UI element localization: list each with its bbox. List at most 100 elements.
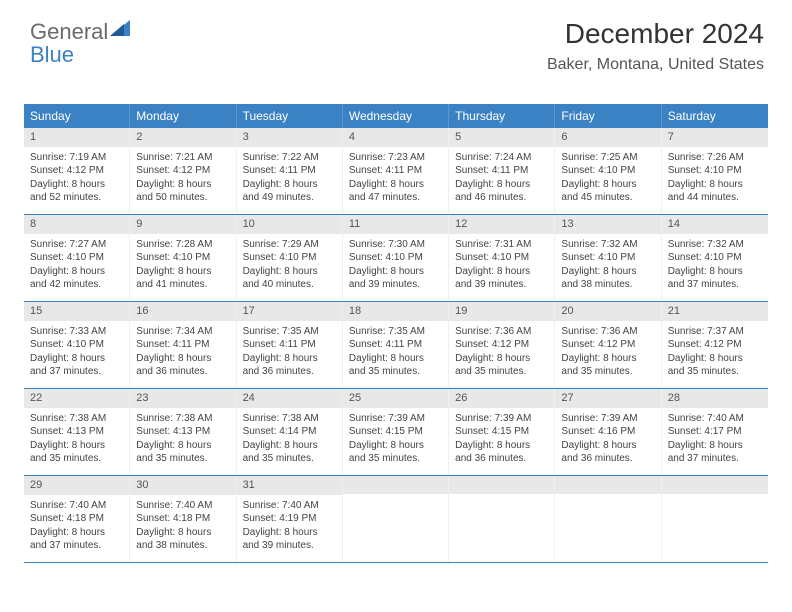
day-number: 15: [24, 302, 129, 321]
day-number: 14: [662, 215, 768, 234]
day-number: 21: [662, 302, 768, 321]
day-number: 20: [555, 302, 660, 321]
calendar-day: 30Sunrise: 7:40 AMSunset: 4:18 PMDayligh…: [130, 476, 236, 562]
day-number: 27: [555, 389, 660, 408]
daylight-text: Daylight: 8 hours: [30, 265, 123, 279]
sunrise-text: Sunrise: 7:40 AM: [30, 499, 123, 513]
day-number: 28: [662, 389, 768, 408]
sunset-text: Sunset: 4:13 PM: [136, 425, 229, 439]
sunset-text: Sunset: 4:15 PM: [455, 425, 548, 439]
calendar-week: 15Sunrise: 7:33 AMSunset: 4:10 PMDayligh…: [24, 302, 768, 389]
calendar-day: 26Sunrise: 7:39 AMSunset: 4:15 PMDayligh…: [449, 389, 555, 475]
sunrise-text: Sunrise: 7:39 AM: [455, 412, 548, 426]
sunset-text: Sunset: 4:19 PM: [243, 512, 336, 526]
daylight-text: Daylight: 8 hours: [668, 265, 762, 279]
sunrise-text: Sunrise: 7:36 AM: [455, 325, 548, 339]
sunrise-text: Sunrise: 7:32 AM: [561, 238, 654, 252]
daylight-text: Daylight: 8 hours: [30, 439, 123, 453]
daylight-text: Daylight: 8 hours: [349, 178, 442, 192]
calendar-week: 8Sunrise: 7:27 AMSunset: 4:10 PMDaylight…: [24, 215, 768, 302]
daylight-text: Daylight: 8 hours: [668, 178, 762, 192]
sunset-text: Sunset: 4:12 PM: [30, 164, 123, 178]
calendar: Sunday Monday Tuesday Wednesday Thursday…: [24, 104, 768, 563]
calendar-day: 28Sunrise: 7:40 AMSunset: 4:17 PMDayligh…: [662, 389, 768, 475]
sunrise-text: Sunrise: 7:36 AM: [561, 325, 654, 339]
daylight-text: and 38 minutes.: [561, 278, 654, 292]
daylight-text: Daylight: 8 hours: [136, 439, 229, 453]
sunrise-text: Sunrise: 7:40 AM: [243, 499, 336, 513]
sunrise-text: Sunrise: 7:38 AM: [30, 412, 123, 426]
day-number: 7: [662, 128, 768, 147]
calendar-day: 1Sunrise: 7:19 AMSunset: 4:12 PMDaylight…: [24, 128, 130, 214]
calendar-week: 1Sunrise: 7:19 AMSunset: 4:12 PMDaylight…: [24, 128, 768, 215]
sunrise-text: Sunrise: 7:33 AM: [30, 325, 123, 339]
sunrise-text: Sunrise: 7:19 AM: [30, 151, 123, 165]
sunset-text: Sunset: 4:14 PM: [243, 425, 336, 439]
day-number: 10: [237, 215, 342, 234]
calendar-day: [555, 476, 661, 562]
daylight-text: and 39 minutes.: [455, 278, 548, 292]
sunrise-text: Sunrise: 7:25 AM: [561, 151, 654, 165]
sunrise-text: Sunrise: 7:28 AM: [136, 238, 229, 252]
day-number: 26: [449, 389, 554, 408]
daylight-text: Daylight: 8 hours: [455, 352, 548, 366]
sunset-text: Sunset: 4:12 PM: [136, 164, 229, 178]
logo-text-blue: Blue: [30, 43, 130, 66]
sunrise-text: Sunrise: 7:39 AM: [349, 412, 442, 426]
calendar-day: [343, 476, 449, 562]
daylight-text: and 39 minutes.: [243, 539, 336, 553]
daylight-text: and 35 minutes.: [349, 365, 442, 379]
daylight-text: and 35 minutes.: [243, 452, 336, 466]
sunrise-text: Sunrise: 7:34 AM: [136, 325, 229, 339]
dow-sunday: Sunday: [24, 104, 130, 128]
daylight-text: and 37 minutes.: [30, 539, 123, 553]
logo: General Blue: [30, 20, 130, 66]
daylight-text: and 49 minutes.: [243, 191, 336, 205]
calendar-day: 21Sunrise: 7:37 AMSunset: 4:12 PMDayligh…: [662, 302, 768, 388]
calendar-day: [449, 476, 555, 562]
day-number: 1: [24, 128, 129, 147]
day-number: 31: [237, 476, 342, 495]
daylight-text: Daylight: 8 hours: [30, 526, 123, 540]
sunrise-text: Sunrise: 7:26 AM: [668, 151, 762, 165]
day-number: 4: [343, 128, 448, 147]
sunrise-text: Sunrise: 7:32 AM: [668, 238, 762, 252]
daylight-text: and 38 minutes.: [136, 539, 229, 553]
calendar-day: 29Sunrise: 7:40 AMSunset: 4:18 PMDayligh…: [24, 476, 130, 562]
daylight-text: and 40 minutes.: [243, 278, 336, 292]
day-number: [555, 476, 660, 494]
sunset-text: Sunset: 4:11 PM: [136, 338, 229, 352]
sunrise-text: Sunrise: 7:23 AM: [349, 151, 442, 165]
location-subtitle: Baker, Montana, United States: [547, 56, 764, 74]
calendar-day: 6Sunrise: 7:25 AMSunset: 4:10 PMDaylight…: [555, 128, 661, 214]
dow-friday: Friday: [555, 104, 661, 128]
daylight-text: Daylight: 8 hours: [243, 439, 336, 453]
sunrise-text: Sunrise: 7:30 AM: [349, 238, 442, 252]
sunrise-text: Sunrise: 7:40 AM: [668, 412, 762, 426]
daylight-text: and 35 minutes.: [136, 452, 229, 466]
sunset-text: Sunset: 4:18 PM: [136, 512, 229, 526]
day-number: 18: [343, 302, 448, 321]
daylight-text: Daylight: 8 hours: [349, 439, 442, 453]
sunrise-text: Sunrise: 7:38 AM: [243, 412, 336, 426]
day-number: 24: [237, 389, 342, 408]
daylight-text: and 41 minutes.: [136, 278, 229, 292]
page-title: December 2024: [547, 18, 764, 50]
sunrise-text: Sunrise: 7:29 AM: [243, 238, 336, 252]
daylight-text: Daylight: 8 hours: [243, 178, 336, 192]
sunset-text: Sunset: 4:13 PM: [30, 425, 123, 439]
sunset-text: Sunset: 4:10 PM: [668, 164, 762, 178]
sunrise-text: Sunrise: 7:35 AM: [349, 325, 442, 339]
calendar-day: 5Sunrise: 7:24 AMSunset: 4:11 PMDaylight…: [449, 128, 555, 214]
daylight-text: and 46 minutes.: [455, 191, 548, 205]
daylight-text: Daylight: 8 hours: [349, 352, 442, 366]
day-number: 16: [130, 302, 235, 321]
sunset-text: Sunset: 4:11 PM: [349, 338, 442, 352]
calendar-day: 14Sunrise: 7:32 AMSunset: 4:10 PMDayligh…: [662, 215, 768, 301]
day-number: 17: [237, 302, 342, 321]
sunset-text: Sunset: 4:10 PM: [455, 251, 548, 265]
daylight-text: and 47 minutes.: [349, 191, 442, 205]
sunset-text: Sunset: 4:11 PM: [455, 164, 548, 178]
sunrise-text: Sunrise: 7:35 AM: [243, 325, 336, 339]
day-number: 23: [130, 389, 235, 408]
